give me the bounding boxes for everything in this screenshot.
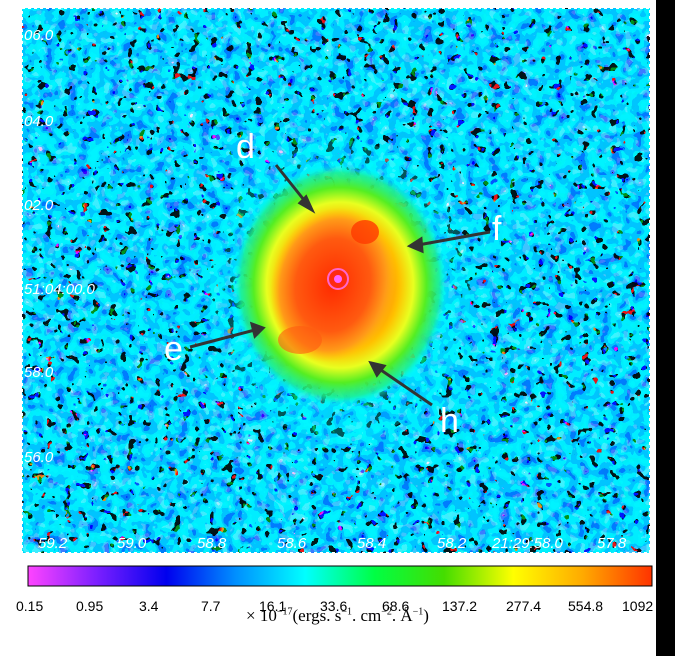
- y-label: 56.0: [24, 449, 54, 466]
- colorbar-tick: 68.6: [382, 598, 409, 614]
- x-axis-labels: 59.2 59.0 58.8 58.6 58.4 58.2 21:29:58.0…: [38, 535, 627, 552]
- annotation-e: e: [164, 330, 183, 368]
- colorbar-tick: 16.1: [259, 598, 286, 614]
- x-label: 58.6: [277, 535, 307, 552]
- colorbar-units: × 10−17(ergs. s−1. cm−2. Å−1): [0, 606, 675, 626]
- units-exp: −17: [276, 606, 293, 618]
- annotation-labels: d f e h: [164, 128, 502, 440]
- colorbar-tick: 0.15: [16, 598, 43, 614]
- units-ang-exp: −1: [412, 606, 424, 618]
- y-label: 04.0: [24, 113, 54, 130]
- y-label: 58.0: [24, 364, 54, 381]
- x-label: 59.2: [38, 535, 68, 552]
- colorbar-tick: 1092: [622, 598, 653, 614]
- x-label: 58.8: [197, 535, 227, 552]
- units-s-exp: −1: [341, 606, 352, 618]
- units-cm: . cm: [351, 606, 382, 625]
- annotation-arrows: [189, 164, 491, 407]
- image-frame: [21, 7, 651, 554]
- colorbar-tick: 554.8: [568, 598, 603, 614]
- units-close: ): [423, 606, 429, 625]
- colorbar-tick: 137.2: [442, 598, 477, 614]
- y-label: 02.0: [24, 197, 54, 214]
- colorbar-tick: 7.7: [201, 598, 221, 614]
- x-label: 58.2: [437, 535, 467, 552]
- colorbar: [27, 565, 653, 587]
- x-label: 57.8: [597, 535, 627, 552]
- colorbar-tick: 0.95: [76, 598, 103, 614]
- y-label: 06.0: [24, 27, 54, 44]
- y-axis-labels: 06.0 04.0 02.0 51:04:00.0 58.0 56.0: [24, 27, 96, 466]
- nebula-image: [22, 8, 650, 553]
- annotation-f: f: [492, 210, 502, 248]
- units-main: (ergs. s: [292, 606, 342, 625]
- colorbar-tick: 3.4: [139, 598, 159, 614]
- right-border: [656, 0, 675, 656]
- colorbar-tick: 277.4: [506, 598, 541, 614]
- x-label: 58.4: [357, 535, 386, 552]
- colorbar-ticks: 0.15 0.95 3.4 7.7 16.1 33.6 68.6 137.2 2…: [16, 598, 653, 614]
- colorbar-tick: 33.6: [320, 598, 347, 614]
- y-label: 51:04:00.0: [24, 281, 96, 298]
- x-label: 59.0: [117, 535, 147, 552]
- units-prefix: × 10: [246, 606, 277, 625]
- units-ang: . Å: [391, 606, 413, 625]
- annotation-d: d: [236, 128, 255, 166]
- units-cm-exp: −2: [381, 606, 392, 618]
- annotation-h: h: [440, 402, 459, 440]
- x-label: 21:29:58.0: [491, 535, 564, 552]
